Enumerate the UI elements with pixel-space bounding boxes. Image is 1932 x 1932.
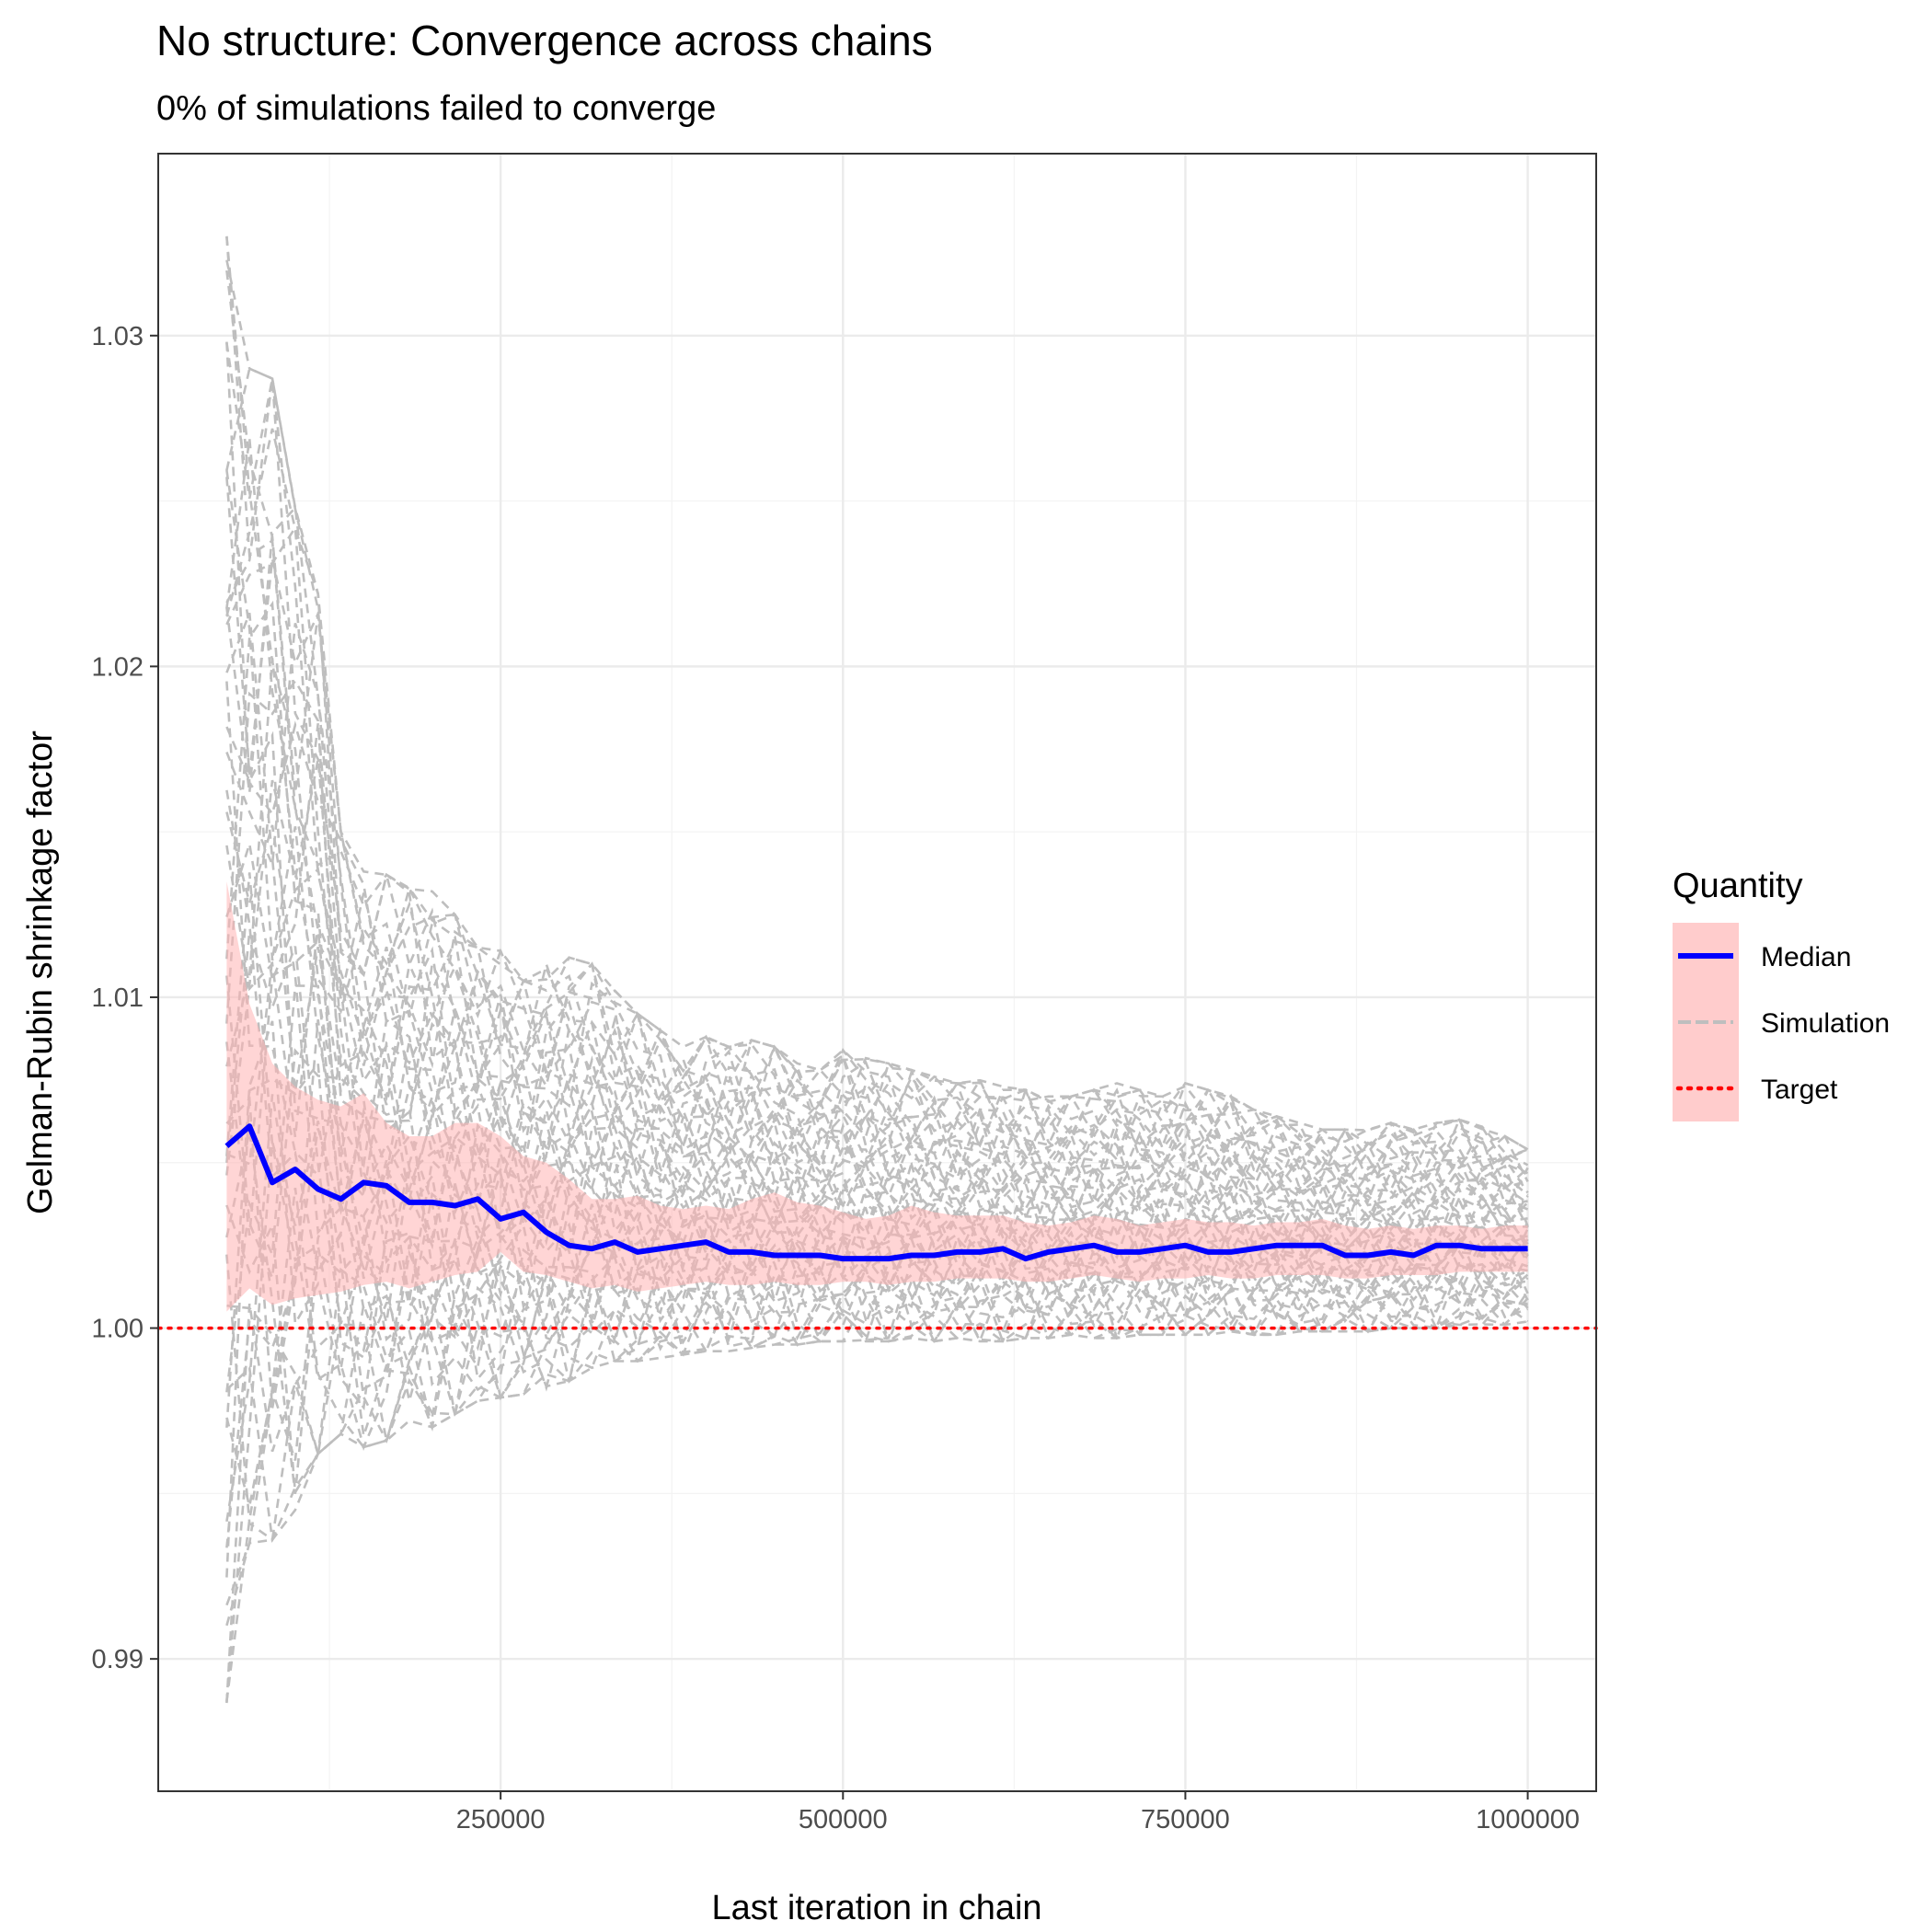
simulation-line <box>225 1236 1529 1542</box>
simulation-line <box>225 658 1529 1280</box>
simulation-line <box>225 523 1529 1222</box>
x-axis-title: Last iteration in chain <box>711 1889 1041 1927</box>
simulation-line <box>225 1177 1528 1507</box>
median-line <box>224 1123 1528 1262</box>
simulation-line <box>225 259 1529 1184</box>
simulation-line <box>225 1266 1529 1543</box>
simulation-line <box>225 504 1529 1213</box>
simulation-line <box>225 1096 1529 1409</box>
simulation-line <box>225 236 1529 1190</box>
legend-item-simulation: Simulation <box>1673 989 1890 1055</box>
chart-title: No structure: Convergence across chains <box>156 17 933 64</box>
legend-label: Simulation <box>1761 1008 1890 1039</box>
simulation-line <box>225 428 1529 1185</box>
panel-border <box>157 153 1597 1792</box>
simulation-lines <box>225 236 1529 1704</box>
legend-item-target: Target <box>1673 1055 1838 1121</box>
simulation-line <box>225 236 1529 1213</box>
simulation-line <box>225 623 1528 1224</box>
simulation-line <box>225 678 1529 1231</box>
simulation-line <box>225 341 1528 1207</box>
chart-subtitle: 0% of simulations failed to converge <box>156 89 716 128</box>
interquantile-band <box>226 881 1528 1312</box>
x-tick-label: 1000000 <box>1476 1805 1580 1834</box>
y-tick-label: 1.02 <box>92 652 144 682</box>
simulation-line <box>225 366 1529 1164</box>
simulation-line <box>225 270 1529 1182</box>
simulation-line <box>225 726 1529 1260</box>
legend-items: Median Simulation Target <box>1673 923 1890 1121</box>
x-tick-label: 500000 <box>799 1805 888 1834</box>
y-tick-label: 1.00 <box>92 1315 144 1344</box>
simulation-line <box>225 469 1529 1232</box>
y-axis-title: Gelman-Rubin shrinkage factor <box>21 730 60 1214</box>
median-band <box>226 881 1528 1312</box>
simulation-line <box>225 438 1529 1239</box>
legend-title: Quantity <box>1673 867 1803 905</box>
legend: Quantity Median Simulation Target <box>1673 867 1890 1121</box>
y-axis: 0.99 1.00 1.01 1.02 1.03 <box>92 322 158 1674</box>
legend-label: Median <box>1761 942 1851 972</box>
simulation-line <box>225 1187 1529 1702</box>
legend-label: Target <box>1761 1075 1838 1105</box>
simulation-line <box>226 1244 1529 1456</box>
x-axis: 250000 500000 750000 1000000 <box>456 1791 1580 1834</box>
simulation-line <box>225 758 1528 1256</box>
simulation-line <box>225 342 1529 1207</box>
y-tick-label: 0.99 <box>92 1645 144 1674</box>
legend-item-median: Median <box>1673 923 1851 989</box>
grid-lines <box>158 154 1596 1791</box>
y-tick-label: 1.01 <box>92 983 144 1013</box>
x-tick-label: 250000 <box>456 1805 546 1834</box>
median-series <box>224 1123 1528 1262</box>
y-tick-label: 1.03 <box>92 322 144 351</box>
simulation-line <box>225 1275 1528 1704</box>
x-tick-label: 750000 <box>1141 1805 1230 1834</box>
simulation-line <box>225 477 1528 1204</box>
